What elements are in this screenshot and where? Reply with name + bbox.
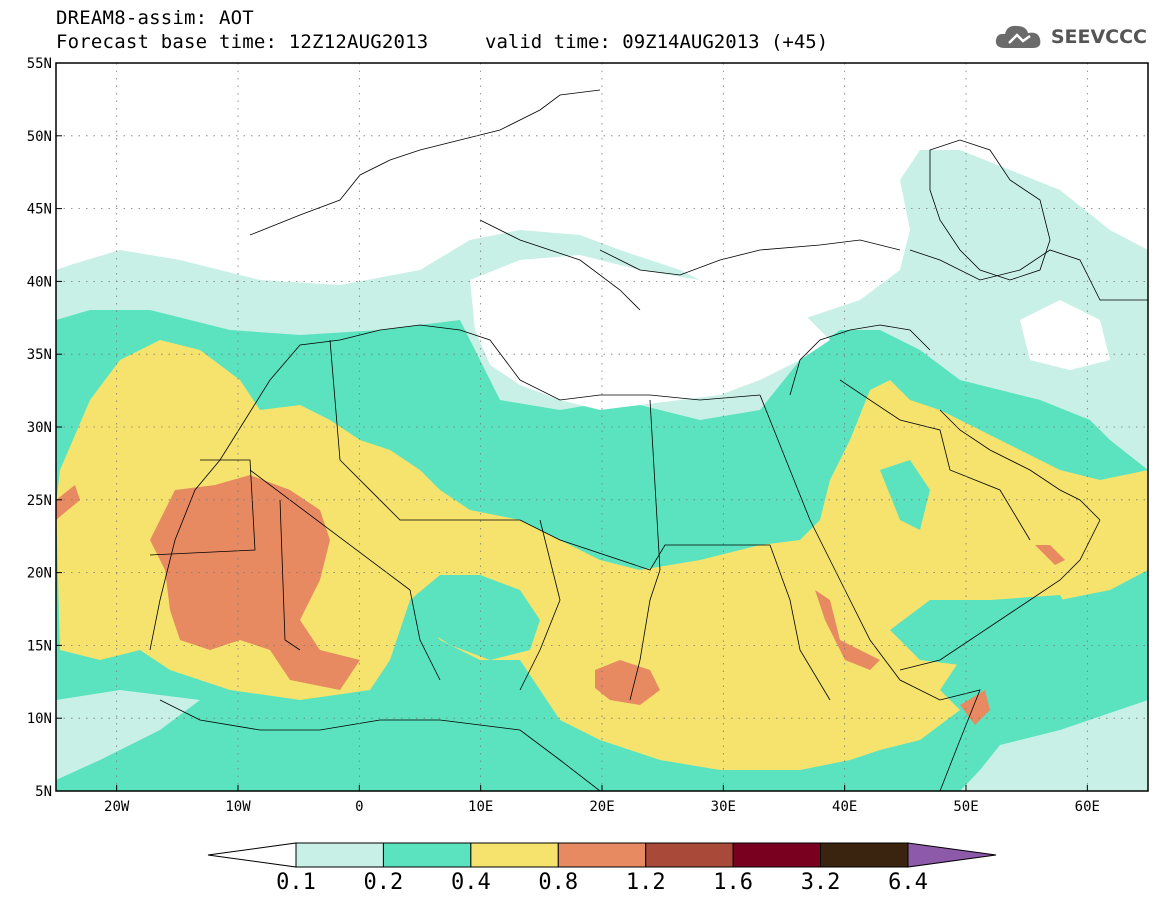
seevccc-logo: SEEVCCC (993, 22, 1147, 52)
aot-band-0.8-west (150, 475, 360, 690)
aot-band-0.8-oman (1035, 545, 1065, 565)
lat-label: 55N (27, 56, 52, 72)
clean-air-caspian (1020, 300, 1110, 370)
colorbar-box (295, 842, 384, 868)
colorbar-box (382, 842, 472, 868)
lat-label: 5N (35, 784, 52, 800)
cloud-logo-icon (995, 25, 1041, 48)
lat-lon-grid (56, 63, 1148, 791)
colorbar-box (645, 842, 734, 868)
aot-green-patch-sahel (410, 575, 540, 660)
lat-label: 10N (27, 711, 52, 727)
forecast-base-time: Forecast base time: 12Z12AUG2013 (56, 31, 429, 53)
lon-label: 20W (104, 799, 130, 815)
aot-field (56, 150, 1148, 791)
colorbar-level-label: 0.1 (276, 870, 316, 895)
lon-label: 0 (355, 799, 363, 815)
lat-label: 25N (27, 493, 52, 509)
lon-label: 50E (953, 799, 978, 815)
lat-label: 40N (27, 274, 52, 290)
longitude-labels: 20W 10W 0 10E 20E 30E 40E 50E 60E (104, 785, 1100, 815)
lat-label: 50N (27, 129, 52, 145)
lon-label: 30E (711, 799, 736, 815)
colorbar (207, 842, 997, 868)
lat-label: 15N (27, 638, 52, 654)
lon-label: 20E (589, 799, 614, 815)
colorbar-under-arrow (207, 842, 297, 868)
map-title: DREAM8-assim: AOT (56, 7, 254, 29)
lon-label: 10W (225, 799, 251, 815)
lon-label: 60E (1075, 799, 1100, 815)
lat-label: 45N (27, 202, 52, 218)
aot-green-patch-east (890, 595, 1080, 680)
aot-band-0.8-chad (595, 660, 660, 705)
colorbar-box (732, 842, 822, 868)
logo-text: SEEVCCC (1050, 26, 1147, 48)
aot-band-0.8-somalia (960, 690, 990, 725)
colorbar-box (470, 842, 559, 868)
colorbar-level-label: 0.4 (450, 870, 491, 895)
aot-band-0.8-westcoast (56, 485, 80, 520)
lon-label: 40E (832, 799, 857, 815)
colorbar-level-label: 1.2 (625, 870, 666, 895)
colorbar-over-arrow (907, 842, 997, 868)
aot-band-0.8-redsea (815, 590, 880, 670)
colorbar-level-label: 0.2 (363, 870, 404, 895)
colorbar-level-label: 3.2 (800, 870, 841, 895)
lat-label: 35N (27, 347, 52, 363)
lat-label: 20N (27, 566, 52, 582)
clean-air-med (470, 255, 830, 410)
aot-green-patch-arabia (880, 460, 930, 530)
coastlines (149, 89, 1148, 791)
colorbar-box (557, 842, 647, 868)
colorbar-level-label: 0.8 (538, 870, 579, 895)
lat-label: 30N (27, 420, 52, 436)
lon-label: 10E (468, 799, 493, 815)
valid-time: valid time: 09Z14AUG2013 (+45) (485, 31, 829, 53)
colorbar-labels: 0.1 0.2 0.4 0.8 1.2 1.6 3.2 6.4 (0, 870, 1165, 898)
colorbar-level-label: 1.6 (713, 870, 754, 895)
colorbar-box (820, 842, 909, 868)
colorbar-level-label: 6.4 (888, 870, 928, 895)
latitude-labels: 55N 50N 45N 40N 35N 30N 25N 20N 15N 10N 5N (27, 56, 62, 800)
